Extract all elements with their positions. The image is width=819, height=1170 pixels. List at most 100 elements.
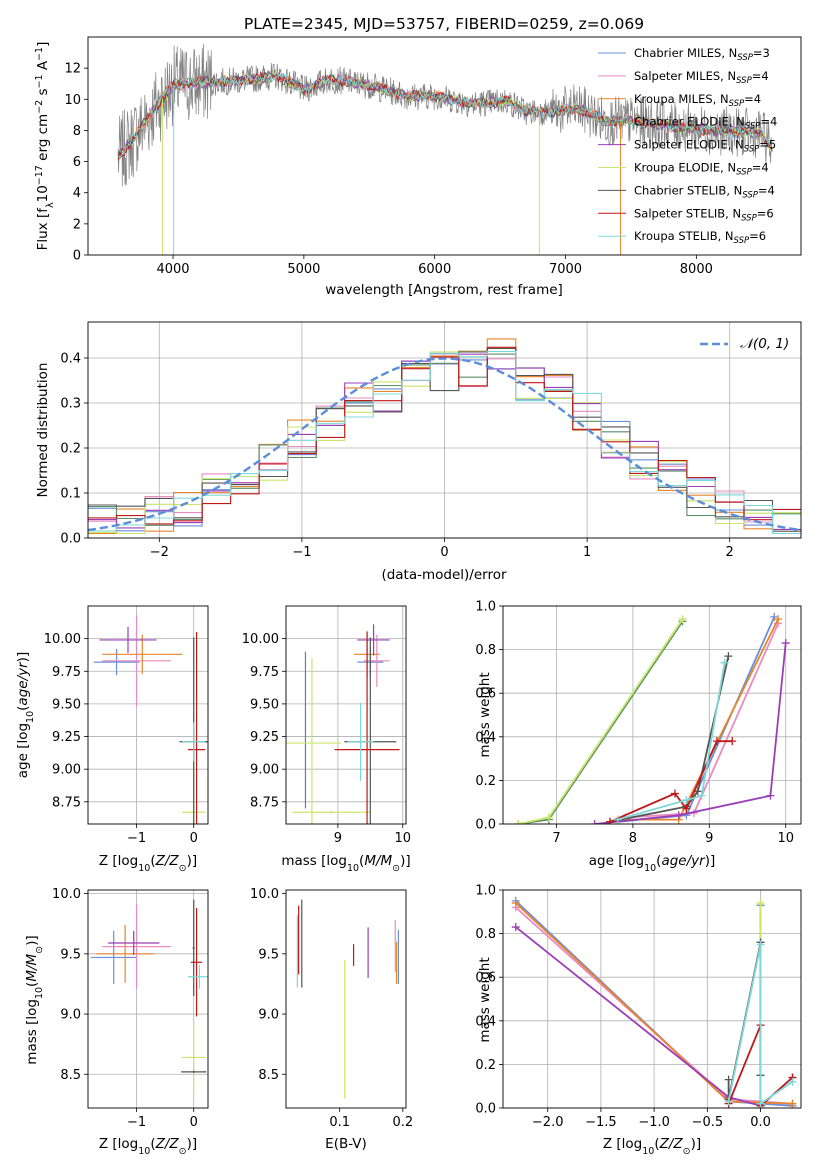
y-tick-label: 0.4 [60, 352, 81, 367]
legend-label: Chabrier MILES, NSSP=3 [634, 46, 770, 63]
figure-title: PLATE=2345, MJD=53757, FIBERID=0259, z=0… [244, 15, 644, 33]
x-tick-label: 7 [552, 831, 560, 846]
y-tick-label: 10.00 [242, 632, 279, 647]
legend-label: Chabrier ELODIE, NSSP=4 [634, 115, 777, 132]
x-axis-label: Z [log10(Z/Z⊙)] [99, 1136, 197, 1157]
weight-marker [674, 811, 683, 820]
y-tick-label: 0.0 [475, 1102, 496, 1117]
axes-frame [285, 605, 407, 825]
weight-marker [712, 737, 721, 746]
y-tick-label: 0.6 [475, 687, 496, 702]
plot-area [90, 899, 208, 1094]
y-tick-label: 0.4 [475, 730, 496, 745]
age-vs-metallicity-panel: −1 0 8.75 9.00 9.25 9.50 9.75 10.00 Z [log10(Z/Z… [15, 605, 209, 874]
weight-marker [682, 804, 691, 813]
weight-marker [590, 820, 599, 824]
axes-frame [502, 605, 802, 825]
weight-line-salpeter-miles [625, 623, 779, 819]
x-axis-label: Z [log10(Z/Z⊙)] [603, 1136, 701, 1157]
plot-area [286, 624, 400, 824]
weight-line-chabrier-elodie [518, 620, 684, 824]
y-tick-label: 8.75 [52, 795, 81, 810]
histogram-chabrier-elodie [88, 353, 801, 526]
x-tick-label: 7000 [549, 262, 582, 277]
histogram-chabrier-stelib [88, 347, 801, 532]
y-tick-label: 0.4 [475, 1014, 496, 1029]
y-axis-label: age [log10(age/yr)] [15, 652, 36, 778]
legend-label: Kroupa ELODIE, NSSP=4 [634, 161, 769, 178]
x-tick-label: 0 [440, 545, 448, 560]
y-tick-label: 9.50 [52, 697, 81, 712]
plot-area [296, 899, 400, 1099]
y-tick-label: 0.8 [475, 927, 496, 942]
y-tick-label: 8.5 [258, 1068, 279, 1083]
mass-vs-ebv-panel: 0.1 0.2 8.5 9.0 9.5 10.0 E(B-V) [250, 887, 413, 1152]
weight-vs-metallicity-panel: −2.0 −1.5 −1.0 −0.5 0.0 0.0 0.2 0.4 0.6 0.8 1.0 Z [… [475, 884, 802, 1157]
y-tick-label: 9.25 [250, 730, 279, 745]
axes-frame [87, 321, 802, 539]
y-tick-label: 0.3 [60, 397, 81, 412]
y-tick-label: 0.2 [475, 1058, 496, 1073]
y-tick-label: 6 [73, 155, 81, 170]
y-tick-label: 4 [73, 186, 81, 201]
plot-area [511, 896, 797, 1108]
y-tick-label: 9.00 [250, 763, 279, 778]
y-tick-label: 8.5 [60, 1068, 81, 1083]
legend-label: Salpeter STELIB, NSSP=6 [634, 206, 774, 223]
y-tick-label: 9.00 [52, 763, 81, 778]
x-tick-label: −1 [292, 545, 311, 560]
histogram-kroupa-stelib [88, 350, 801, 535]
plot-area [88, 338, 801, 535]
weight-marker [774, 615, 783, 624]
weight-marker [756, 899, 765, 908]
x-tick-label: −2 [150, 545, 169, 560]
plot-area [514, 612, 790, 824]
weight-marker [720, 658, 729, 667]
axes-frame [87, 889, 209, 1109]
y-tick-label: 0.1 [60, 487, 81, 502]
x-axis-label: mass [log10(M/M⊙)] [281, 853, 410, 874]
residuals-panel: −2 −1 0 1 2 0.0 0.1 0.2 0.3 0.4 𝒩(0, 1) (data-model… [35, 321, 802, 583]
weight-vs-age-panel: 7 8 9 10 0.0 0.2 0.4 0.6 0.8 1.0 age [log10(age/yr… [475, 600, 802, 874]
x-tick-label: −0.5 [692, 1115, 724, 1130]
weight-marker [511, 899, 520, 908]
x-axis-label: Z [log10(Z/Z⊙)] [99, 853, 197, 874]
y-tick-label: 9.0 [60, 1008, 81, 1023]
x-tick-label: 6000 [418, 262, 451, 277]
y-tick-label: 0.2 [475, 774, 496, 789]
axes-frame [502, 889, 802, 1109]
y-tick-label: 0.8 [475, 643, 496, 658]
y-axis-label: mass [log10(M/M⊙)] [24, 935, 45, 1064]
x-tick-label: 8000 [680, 262, 713, 277]
axes-frame [87, 36, 802, 256]
weight-marker [613, 815, 622, 824]
plot-area [117, 43, 773, 255]
y-tick-label: 9.5 [60, 947, 81, 962]
x-tick-label: 10 [777, 831, 794, 846]
weight-marker [511, 923, 520, 932]
x-tick-label: 5000 [287, 262, 320, 277]
plot-area [93, 615, 208, 824]
x-axis-label: wavelength [Angstrom, rest frame] [325, 282, 563, 298]
x-tick-label: 0.1 [329, 1115, 350, 1130]
histogram-kroupa-elodie [88, 346, 801, 535]
x-axis-label: age [log10(age/yr)] [589, 853, 715, 874]
weight-marker [766, 791, 775, 800]
y-tick-label: 0.2 [60, 442, 81, 457]
x-axis-label: E(B-V) [325, 1136, 367, 1152]
age-vs-mass-panel: 9 10 8.75 9.00 9.25 9.50 9.75 10.00 mass [log10(… [242, 605, 411, 874]
legend-label: Salpeter MILES, NSSP=4 [634, 69, 769, 86]
legend: Chabrier MILES, NSSP=3 Salpeter MILES, NS… [598, 46, 777, 246]
weight-marker [781, 639, 790, 648]
legend-label: 𝒩(0, 1) [740, 336, 789, 352]
y-tick-label: 10.0 [250, 887, 279, 902]
legend-label: Salpeter ELODIE, NSSP=5 [634, 138, 776, 155]
y-tick-label: 0 [73, 249, 81, 264]
x-tick-label: 0.2 [392, 1115, 413, 1130]
y-tick-label: 8 [73, 124, 81, 139]
x-tick-label: −1.0 [638, 1115, 670, 1130]
weight-marker [756, 940, 765, 949]
x-tick-label: 1 [583, 545, 591, 560]
y-tick-label: 1.0 [475, 600, 496, 615]
y-tick-label: 9.0 [258, 1008, 279, 1023]
